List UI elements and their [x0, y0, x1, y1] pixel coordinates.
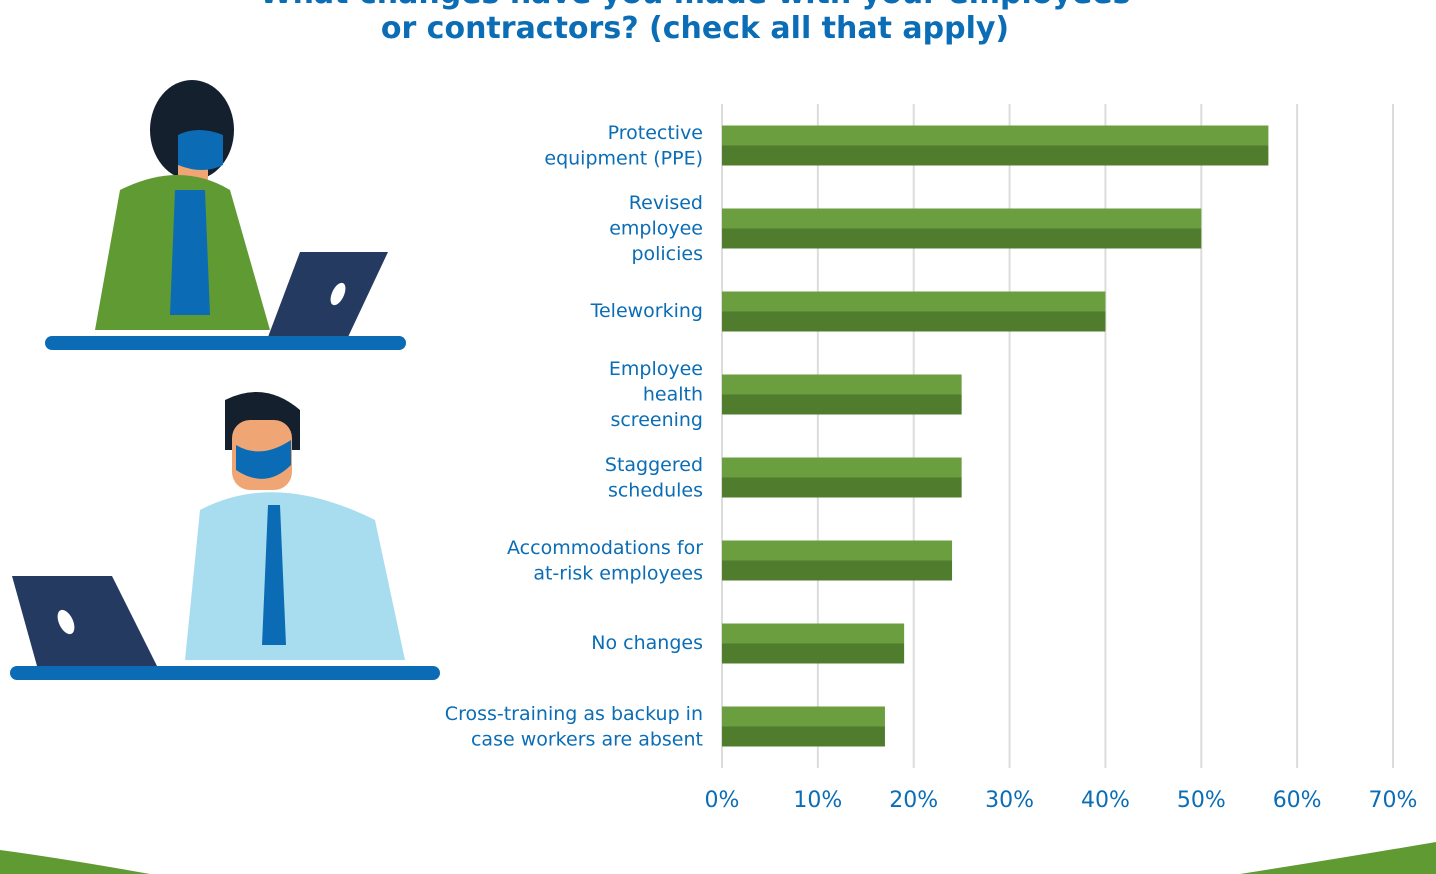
- x-tick-label: 30%: [985, 788, 1034, 813]
- bar: [722, 291, 1106, 332]
- bar-segment: [722, 208, 1202, 229]
- y-tick-label: Teleworking: [590, 300, 703, 322]
- chart-title: What changes have you made with your emp…: [259, 0, 1130, 46]
- bar-segment: [722, 311, 1106, 332]
- x-tick-label: 50%: [1177, 788, 1226, 813]
- bar: [722, 540, 953, 581]
- bar-segment: [722, 394, 962, 415]
- y-tick-label: Cross-training as backup in case workers …: [445, 702, 703, 750]
- y-tick-label: Revised employee policies: [609, 192, 703, 265]
- bar-segment: [722, 643, 905, 664]
- bar-segment: [722, 457, 962, 478]
- x-tick-label: 40%: [1081, 788, 1130, 813]
- x-tick-label: 60%: [1273, 788, 1322, 813]
- y-tick-label: Employee health screening: [609, 358, 703, 431]
- bar: [722, 706, 885, 747]
- bar-segment: [722, 623, 905, 644]
- x-tick-label: 70%: [1369, 788, 1418, 813]
- y-tick-label: Protective equipment (PPE): [544, 121, 703, 169]
- x-tick-label: 0%: [705, 788, 740, 813]
- bar-segment: [722, 726, 885, 747]
- bar-segment: [722, 477, 962, 498]
- bar-segment: [722, 145, 1269, 166]
- bar-segment: [722, 125, 1269, 146]
- bar-segment: [722, 560, 953, 581]
- bar: [722, 125, 1269, 166]
- bar: [722, 623, 905, 664]
- x-tick-label: 10%: [793, 788, 842, 813]
- bar: [722, 208, 1202, 249]
- bar: [722, 374, 962, 415]
- bar-segment: [722, 540, 953, 561]
- bar-segment: [722, 291, 1106, 312]
- bar-segment: [722, 228, 1202, 249]
- x-tick-label: 20%: [889, 788, 938, 813]
- bar-segment: [722, 706, 885, 727]
- bar: [722, 457, 962, 498]
- y-tick-label: Staggered schedules: [605, 453, 703, 501]
- bar-segment: [722, 374, 962, 395]
- y-tick-label: No changes: [591, 632, 703, 654]
- y-tick-label: Accommodations for at-risk employees: [507, 536, 703, 584]
- illustration: [0, 80, 1436, 874]
